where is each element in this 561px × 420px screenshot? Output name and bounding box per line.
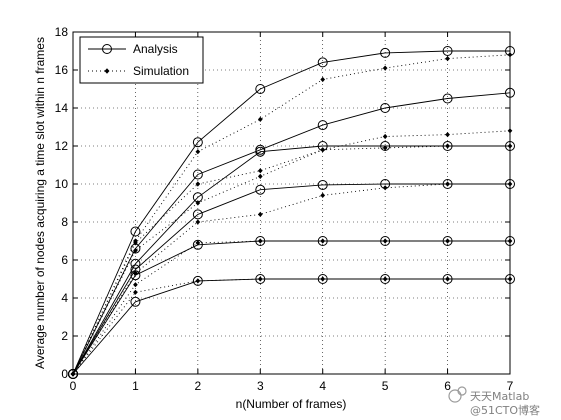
analysis-point — [192, 239, 203, 250]
analysis-line — [72, 278, 510, 375]
x-tick-label: 3 — [257, 379, 264, 393]
simulation-point — [257, 116, 263, 122]
analysis-point — [442, 179, 453, 189]
simulation-point — [133, 282, 138, 288]
simulation-point — [382, 65, 388, 71]
simulation-point — [133, 289, 138, 295]
analysis-point — [192, 275, 203, 286]
analysis-point — [442, 93, 453, 104]
analysis-line — [72, 183, 510, 375]
watermark: 天天Matlab @51CTO博客 — [448, 386, 540, 417]
y-tick-label: 10 — [55, 177, 69, 191]
analysis-point — [130, 226, 141, 237]
x-tick-label: 6 — [444, 379, 451, 393]
simulation-point — [195, 240, 201, 246]
analysis-point — [317, 141, 328, 151]
x-tick-label: 0 — [70, 379, 77, 393]
analysis-point — [130, 270, 141, 281]
simulation-point — [257, 211, 263, 217]
simulation-point — [257, 168, 263, 174]
analysis-point — [192, 209, 203, 220]
simulation-point — [195, 181, 201, 187]
analysis-point — [130, 243, 141, 254]
legend-simulation-marker — [104, 68, 110, 74]
analysis-line — [72, 145, 510, 375]
analysis-point — [130, 296, 141, 307]
analysis-point — [255, 184, 266, 195]
simulation-line — [72, 130, 511, 375]
simulation-point — [382, 185, 388, 191]
simulation-point — [320, 192, 326, 198]
legend: Analysis Simulation — [79, 36, 204, 84]
analysis-point — [192, 137, 203, 148]
analysis-point — [442, 274, 453, 284]
analysis-point — [442, 236, 453, 246]
analysis-point — [317, 179, 328, 190]
analysis-line — [72, 50, 510, 375]
y-tick-label: 2 — [61, 329, 68, 343]
simulation-point — [195, 219, 201, 225]
y-tick-label: 8 — [61, 215, 68, 229]
analysis-point — [380, 179, 391, 189]
simulation-point — [320, 76, 326, 83]
legend-box — [79, 36, 204, 84]
analysis-point — [317, 57, 328, 68]
simulation-line — [72, 54, 511, 375]
analysis-point — [442, 141, 453, 151]
y-tick-label: 18 — [55, 25, 69, 39]
y-tick-label: 16 — [55, 63, 69, 77]
y-tick-label: 0 — [61, 367, 68, 381]
simulation-point — [257, 173, 263, 179]
simulation-point — [382, 145, 388, 151]
analysis-point — [192, 169, 203, 180]
analysis-point — [380, 103, 391, 113]
legend-simulation-label: Simulation — [133, 64, 189, 78]
analysis-point — [380, 47, 391, 58]
y-tick-label: 12 — [55, 139, 69, 153]
x-tick-label: 4 — [319, 379, 326, 393]
plot-area-frame — [72, 31, 511, 375]
y-axis-label: Average number of nodes acquiring a time… — [33, 37, 47, 369]
x-axis-label: n(Number of frames) — [236, 397, 347, 411]
y-tick-label: 14 — [55, 101, 69, 115]
simulation-point — [445, 132, 450, 138]
x-tick-label: 7 — [507, 379, 514, 393]
analysis-point — [255, 84, 266, 94]
analysis-point — [255, 236, 266, 246]
analysis-line — [72, 240, 510, 375]
x-tick-label: 2 — [195, 379, 202, 393]
analysis-point — [380, 274, 391, 284]
analysis-point — [130, 264, 141, 275]
analysis-point — [130, 258, 141, 269]
analysis-point — [380, 236, 391, 246]
x-tick-label: 5 — [382, 379, 389, 393]
simulation-point — [445, 56, 450, 62]
simulation-point — [320, 147, 326, 153]
analysis-series-5 — [68, 236, 515, 379]
legend-analysis-marker — [102, 44, 112, 54]
simulation-point — [382, 133, 388, 140]
watermark-subtitle: @51CTO博客 — [470, 403, 540, 417]
y-tick-label: 6 — [61, 253, 68, 267]
legend-analysis-label: Analysis — [133, 42, 178, 56]
analysis-point — [442, 46, 453, 56]
y-tick-label: 4 — [61, 291, 68, 305]
analysis-line — [72, 92, 511, 375]
analysis-point — [380, 141, 391, 151]
simulation-point — [195, 149, 201, 155]
analysis-point — [255, 274, 266, 284]
analysis-point — [192, 192, 203, 203]
watermark-logo-icon — [448, 386, 467, 403]
analysis-point — [317, 274, 328, 284]
analysis-point — [317, 236, 328, 246]
analysis-point — [255, 146, 266, 157]
analysis-point — [317, 120, 328, 131]
x-tick-label: 1 — [132, 379, 139, 393]
watermark-title: 天天Matlab — [470, 390, 529, 403]
